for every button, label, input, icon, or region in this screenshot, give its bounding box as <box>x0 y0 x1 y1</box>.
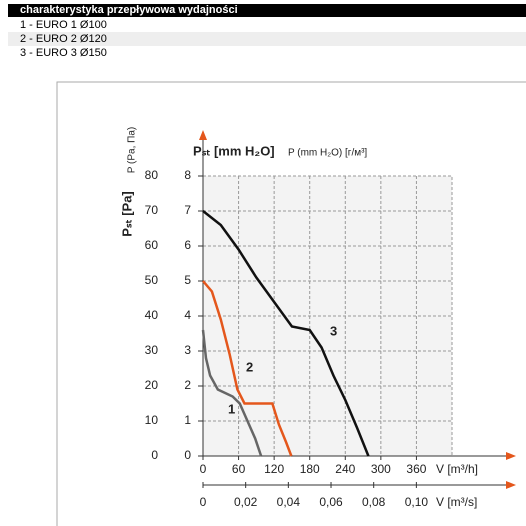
x2-tick-label: 0,02 <box>234 495 258 509</box>
y-tick-label: 70 <box>145 203 159 217</box>
y-tick-label: 60 <box>145 238 159 252</box>
list-item: 3 - EURO 3 Ø150 <box>20 47 107 59</box>
y2-tick-label: 1 <box>184 413 191 427</box>
y2-tick-label: 6 <box>184 238 191 252</box>
x-tick-label: 0 <box>200 462 207 476</box>
x-tick-label: 240 <box>335 462 355 476</box>
y2-tick-label: 0 <box>184 448 191 462</box>
y-label: Pₛₜ [Pa] <box>119 191 134 237</box>
y-label-alt: P (Pa, Па) <box>127 127 138 173</box>
y-arrow <box>199 130 207 140</box>
x-tick-label: 60 <box>232 462 246 476</box>
y2-tick-label: 7 <box>184 203 191 217</box>
series-label: 3 <box>330 323 337 338</box>
header-title: charakterystyka przepływowa wydajności <box>8 4 526 17</box>
y-tick-label: 50 <box>145 273 159 287</box>
series-line <box>201 329 263 457</box>
x-tick-label: 300 <box>371 462 391 476</box>
y-tick-label: 30 <box>145 343 159 357</box>
y2-tick-label: 4 <box>184 308 191 322</box>
y2-tick-label: 2 <box>184 378 191 392</box>
x2-tick-label: 0,08 <box>362 495 386 509</box>
y-tick-label: 10 <box>145 413 159 427</box>
y2-tick-label: 3 <box>184 343 191 357</box>
list-item: 2 - EURO 2 Ø120 <box>8 32 526 46</box>
frame <box>56 81 526 526</box>
y-tick-label: 80 <box>145 168 159 182</box>
x-label: V [m³/h] <box>436 462 478 476</box>
y2-tick-label: 8 <box>184 168 191 182</box>
y2-label-alt: P (mm H₂O) [г/м³] <box>288 148 367 159</box>
x-arrow <box>506 452 516 460</box>
x2-label: V [m³/s] <box>436 495 477 509</box>
x-tick-label: 180 <box>300 462 320 476</box>
x2-tick-label: 0,04 <box>277 495 301 509</box>
y2-label: Pₛₜ [mm H₂O] <box>193 143 275 158</box>
x-tick-label: 120 <box>264 462 284 476</box>
y-tick-label: 0 <box>151 448 158 462</box>
y2-tick-label: 5 <box>184 273 191 287</box>
x2-tick-label: 0,10 <box>405 495 429 509</box>
x2-arrow <box>506 481 516 489</box>
series-line <box>202 210 370 457</box>
series-label: 2 <box>246 359 253 374</box>
list-item: 1 - EURO 1 Ø100 <box>20 19 107 31</box>
x2-tick-label: 0 <box>200 495 207 509</box>
series-line <box>202 280 293 457</box>
x2-tick-label: 0,06 <box>319 495 343 509</box>
y-tick-label: 20 <box>145 378 159 392</box>
series-label: 1 <box>228 401 235 416</box>
x-tick-label: 360 <box>406 462 426 476</box>
y-tick-label: 40 <box>145 308 159 322</box>
